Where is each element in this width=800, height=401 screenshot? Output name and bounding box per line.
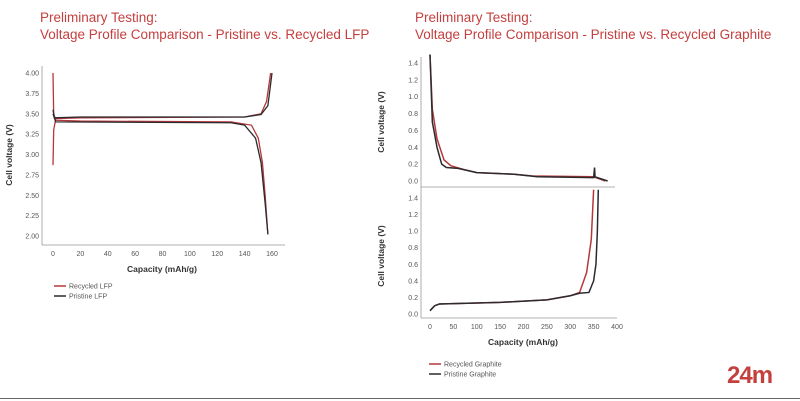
lfp-y-tick: 2.50 (25, 193, 39, 200)
graphite-x-tick: 250 (541, 324, 553, 331)
lfp-x-tick: 60 (131, 251, 139, 258)
lfp-x-tick: 160 (266, 251, 278, 258)
lfp-y-tick: 3.75 (25, 91, 39, 98)
graphite-legend-label: Pristine Graphite (444, 372, 496, 379)
graphite-top-y-tick: 0.4 (408, 145, 418, 152)
graphite-bottom-y-tick: 1.4 (408, 196, 418, 203)
right-title-line1: Preliminary Testing: (415, 10, 533, 25)
graphite-bottom-y-tick: 0.4 (408, 278, 418, 285)
lfp-x-tick: 40 (104, 251, 112, 258)
lfp-legend-label: Pristine LFP (69, 294, 107, 301)
graphite-bottom-y-label: Cell voltage (V) (376, 225, 386, 287)
lfp-legend-label: Recycled LFP (69, 284, 113, 291)
lfp-x-tick: 20 (76, 251, 84, 258)
lfp-x-tick: 0 (51, 251, 55, 258)
graphite-top-series-line (429, 54, 606, 182)
graphite-top-y-tick: 0.8 (408, 111, 418, 118)
right-title-line2: Voltage Profile Comparison - Pristine vs… (415, 27, 772, 42)
lfp-y-tick: 3.00 (25, 152, 39, 159)
graphite-x-tick: 350 (588, 324, 600, 331)
right-title: Preliminary Testing: Voltage Profile Com… (415, 9, 771, 43)
lfp-series-line (52, 72, 269, 235)
lfp-y-tick: 2.00 (25, 234, 39, 241)
graphite-x-tick: 400 (611, 324, 623, 331)
graphite-x-tick: 150 (494, 324, 506, 331)
company-logo: 24m (727, 362, 773, 389)
graphite-bottom-y-tick: 0.8 (408, 245, 418, 252)
left-title: Preliminary Testing: Voltage Profile Com… (40, 9, 369, 43)
graphite-bottom-y-tick: 0.2 (408, 295, 418, 302)
left-title-line1: Preliminary Testing: (40, 10, 158, 25)
graphite-bottom-y-tick: 1.2 (408, 212, 418, 219)
lfp-x-tick: 140 (239, 251, 251, 258)
graphite-legend-label: Recycled Graphite (444, 362, 502, 369)
lfp-x-tick: 80 (159, 251, 167, 258)
graphite-top-y-label: Cell voltage (V) (376, 91, 386, 153)
lfp-y-label: Cell voltage (V) (4, 124, 14, 186)
lfp-series-line (52, 72, 273, 119)
graphite-x-label: Capacity (mAh/g) (488, 337, 558, 347)
graphite-x-tick: 50 (449, 324, 457, 331)
lfp-series-line (52, 113, 269, 235)
lfp-y-tick: 3.25 (25, 132, 39, 139)
graphite-bottom-y-tick: 0.0 (408, 312, 418, 319)
graphite-bottom-y-tick: 0.6 (408, 262, 418, 269)
graphite-top-series-line (429, 54, 608, 182)
graphite-top-y-tick: 0.0 (408, 179, 418, 186)
graphite-bottom-series-line (429, 189, 595, 312)
lfp-y-tick: 3.50 (25, 111, 39, 118)
footer-rule (0, 398, 800, 399)
lfp-y-tick: 2.25 (25, 213, 39, 220)
graphite-x-tick: 200 (518, 324, 530, 331)
lfp-x-label: Capacity (mAh/g) (127, 264, 197, 274)
lfp-series-line (52, 72, 272, 166)
graphite-top-y-tick: 1.4 (408, 61, 418, 68)
left-title-line2: Voltage Profile Comparison - Pristine vs… (40, 27, 370, 42)
lfp-x-tick: 100 (184, 251, 196, 258)
graphite-x-tick: 100 (471, 324, 483, 331)
graphite-bottom-y-tick: 1.0 (408, 229, 418, 236)
graphite-x-tick: 0 (428, 324, 432, 331)
graphite-x-tick: 300 (564, 324, 576, 331)
lfp-x-tick: 120 (211, 251, 223, 258)
lfp-y-tick: 2.75 (25, 172, 39, 179)
graphite-top-y-tick: 0.6 (408, 128, 418, 135)
graphite-top-y-tick: 0.2 (408, 162, 418, 169)
graphite-top-y-tick: 1.2 (408, 77, 418, 84)
graphite-bottom-series-line (429, 189, 600, 312)
graphite-top-y-tick: 1.0 (408, 94, 418, 101)
lfp-y-tick: 4.00 (25, 71, 39, 78)
